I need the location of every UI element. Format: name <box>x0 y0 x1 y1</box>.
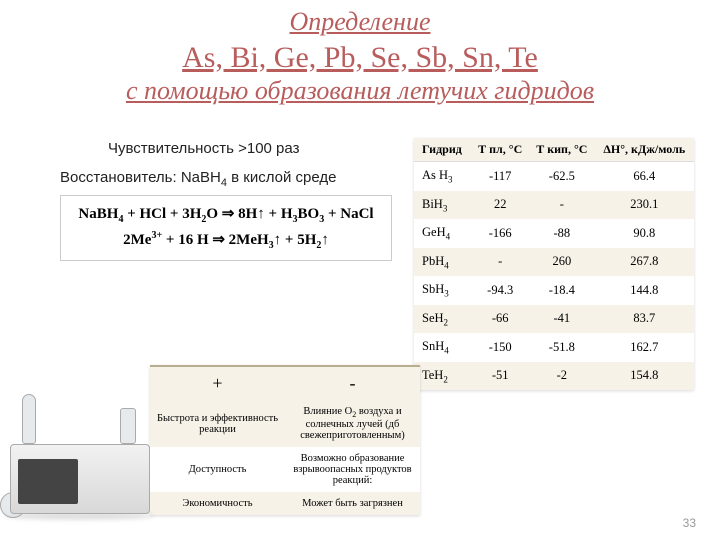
plus-minus-table: + - Быстрота и эффективность реакцииВлия… <box>150 365 420 515</box>
hydride-dh: 90.8 <box>595 219 694 248</box>
hydride-name: SeH2 <box>414 305 471 334</box>
sensitivity-text: Чувствительность >100 раз <box>108 140 400 157</box>
hydride-tb: - <box>529 191 595 220</box>
hydride-dh: 154.8 <box>595 362 694 391</box>
hydride-tb: -41 <box>529 305 595 334</box>
hydride-tm: 22 <box>471 191 529 220</box>
pm-plus: Доступность <box>150 447 285 492</box>
table-row: SeH2-66-4183.7 <box>414 305 694 334</box>
hydride-name: SnH4 <box>414 333 471 362</box>
equation-1: NaBH4 + HCl + 3H2O ⇒ 8H↑ + H3BO3 + NaCl <box>69 202 383 228</box>
hydride-header-row: Гидрид Т пл, °С Т кип, °С ΔН°, кДж/моль <box>414 138 694 162</box>
pm-header-row: + - <box>150 366 420 400</box>
hydride-tm: - <box>471 248 529 277</box>
hydride-dh: 162.7 <box>595 333 694 362</box>
table-row: SnH4-150-51.8162.7 <box>414 333 694 362</box>
table-row: ДоступностьВозможно образование взрывооп… <box>150 447 420 492</box>
hydride-tb: 260 <box>529 248 595 277</box>
hydride-col-tm: Т пл, °С <box>471 138 529 162</box>
device-tube-1 <box>22 394 36 444</box>
hydride-tm: -66 <box>471 305 529 334</box>
table-row: GeH4-166-8890.8 <box>414 219 694 248</box>
title-block: Определение As, Bi, Ge, Pb, Se, Sb, Sn, … <box>0 0 720 106</box>
hydride-tm: -117 <box>471 162 529 191</box>
hydride-dh: 83.7 <box>595 305 694 334</box>
table-row: As H3-117-62.566.4 <box>414 162 694 191</box>
hydride-tm: -51 <box>471 362 529 391</box>
hydride-dh: 144.8 <box>595 276 694 305</box>
hydride-dh: 66.4 <box>595 162 694 191</box>
hydride-col-name: Гидрид <box>414 138 471 162</box>
title-line-1: Определение <box>0 6 720 39</box>
hydride-tb: -88 <box>529 219 595 248</box>
hydride-tm: -94.3 <box>471 276 529 305</box>
table-row: Быстрота и эффективность реакцииВлияние … <box>150 400 420 447</box>
hydride-table: Гидрид Т пл, °С Т кип, °С ΔН°, кДж/моль … <box>414 138 694 390</box>
hydride-tb: -51.8 <box>529 333 595 362</box>
pm-minus: Может быть загрязнен <box>285 492 420 515</box>
hydride-tb: -18.4 <box>529 276 595 305</box>
hydride-name: SbH3 <box>414 276 471 305</box>
table-row: BiH322-230.1 <box>414 191 694 220</box>
pm-col-minus: - <box>285 366 420 400</box>
hydride-tm: -166 <box>471 219 529 248</box>
hydride-name: GeH4 <box>414 219 471 248</box>
table-row: PbH4-260267.8 <box>414 248 694 277</box>
equation-box: NaBH4 + HCl + 3H2O ⇒ 8H↑ + H3BO3 + NaCl … <box>60 195 392 261</box>
slide-number: 33 <box>683 516 696 530</box>
hydride-dh: 267.8 <box>595 248 694 277</box>
hydride-dh: 230.1 <box>595 191 694 220</box>
pm-minus: Возможно образование взрывоопасных проду… <box>285 447 420 492</box>
table-row: SbH3-94.3-18.4144.8 <box>414 276 694 305</box>
hydride-col-tb: Т кип, °С <box>529 138 595 162</box>
device-illustration <box>0 390 170 520</box>
reducer-text: Восстановитель: NaBH4 в кислой среде <box>60 169 400 189</box>
reducer-prefix: Восстановитель: NaBH <box>60 169 221 186</box>
title-subtitle: с помощью образования летучих гидридов <box>0 76 720 106</box>
equation-2: 2Me3+ + 16 H ⇒ 2MeH3↑ + 5H2↑ <box>69 228 383 254</box>
hydride-name: PbH4 <box>414 248 471 277</box>
pm-col-plus: + <box>150 366 285 400</box>
hydride-col-dh: ΔН°, кДж/моль <box>595 138 694 162</box>
hydride-tm: -150 <box>471 333 529 362</box>
hydride-name: BiH3 <box>414 191 471 220</box>
reducer-suffix: в кислой среде <box>227 169 337 186</box>
left-column: Чувствительность >100 раз Восстановитель… <box>60 140 400 261</box>
hydride-name: As H3 <box>414 162 471 191</box>
hydride-name: TeH2 <box>414 362 471 391</box>
table-row: ЭкономичностьМожет быть загрязнен <box>150 492 420 515</box>
table-row: TeH2-51-2154.8 <box>414 362 694 391</box>
title-elements: As, Bi, Ge, Pb, Se, Sb, Sn, Te <box>0 39 720 77</box>
pm-plus: Экономичность <box>150 492 285 515</box>
hydride-tb: -62.5 <box>529 162 595 191</box>
device-tube-2 <box>120 408 136 444</box>
hydride-tb: -2 <box>529 362 595 391</box>
pm-minus: Влияние O2 воздуха и солнечных лучей (дб… <box>285 400 420 447</box>
pm-plus: Быстрота и эффективность реакции <box>150 400 285 447</box>
device-panel <box>18 459 78 504</box>
